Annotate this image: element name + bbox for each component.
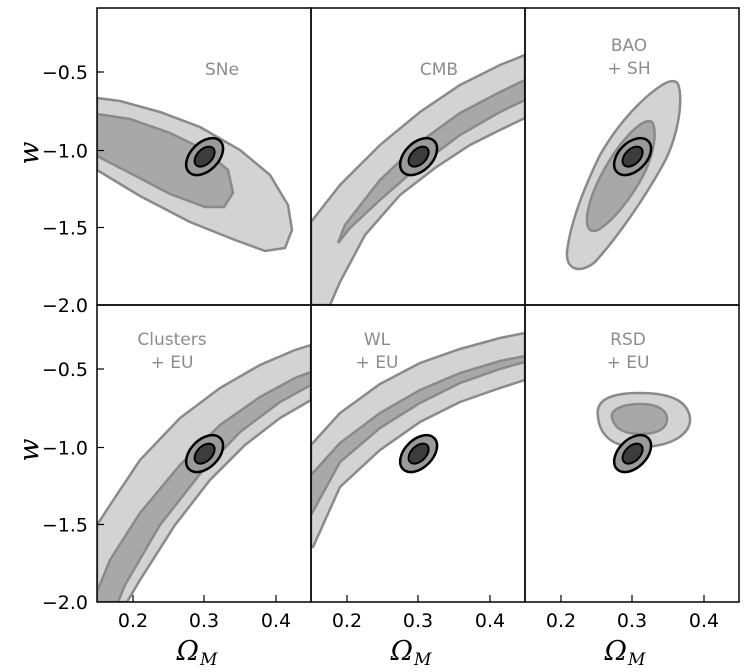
xlabel-panel-2: Ω M	[390, 636, 432, 670]
sne-fiducial	[184, 136, 225, 177]
clusters-fiducial	[184, 433, 225, 474]
xtick-label-2-2: 0.4	[475, 610, 505, 632]
panel-cmb	[311, 53, 525, 305]
xtick-label-3-0: 0.2	[546, 610, 576, 632]
xlabel-panel-3: Ω M	[604, 636, 646, 670]
ylabel-top: w	[14, 141, 45, 164]
xtick-label-1-2: 0.4	[261, 610, 291, 632]
clusters-inner-contour	[97, 370, 311, 602]
xlabel-panel-1: Ω M	[176, 636, 218, 670]
ytick-label-bot-0: −0.5	[42, 359, 88, 381]
wl-fiducial	[398, 433, 439, 474]
label-rsd-line2: + EU	[607, 353, 650, 373]
panel-clusters	[97, 343, 311, 602]
ytick-label-top-0: −0.5	[42, 62, 88, 84]
wl-inner-contour	[311, 354, 525, 516]
label-cmb: CMB	[420, 60, 458, 80]
ylabel-bottom: w	[14, 438, 45, 461]
xtick-label-2-1: 0.3	[403, 610, 433, 632]
label-wl-line2: + EU	[356, 353, 399, 373]
xtick-label-1-1: 0.3	[189, 610, 219, 632]
ytick-label-bot-2: −1.5	[42, 515, 88, 537]
xlabel-3-sub: M	[627, 650, 646, 670]
xtick-label-3-2: 0.4	[689, 610, 719, 632]
label-bao-line2: + SH	[607, 59, 650, 79]
label-wl-line1: WL	[364, 330, 391, 350]
ytick-label-top-2: −1.5	[42, 218, 88, 240]
cmb-fiducial-1sigma	[407, 145, 430, 168]
rsd-fiducial-1sigma	[621, 442, 644, 465]
ytick-label-top-3: −2.0	[42, 295, 88, 317]
sne-inner-contour	[97, 112, 235, 209]
xlabel-1-main: Ω	[176, 636, 199, 667]
label-rsd-line1: RSD	[610, 330, 646, 350]
panel-bao	[565, 79, 682, 271]
cmb-fiducial	[398, 136, 439, 177]
cmb-inner-contour	[336, 78, 525, 244]
label-sne: SNe	[205, 60, 239, 80]
panel-frames	[96, 7, 740, 603]
xtick-label-1-0: 0.2	[118, 610, 148, 632]
bao-fiducial-1sigma	[621, 145, 644, 168]
clusters-fiducial-1sigma	[193, 442, 216, 465]
xlabel-3-main: Ω	[604, 636, 627, 667]
xlabel-2-sub: M	[413, 650, 432, 670]
label-clusters-line2: + EU	[151, 353, 194, 373]
panel-rsd	[596, 391, 692, 474]
panel-wl	[311, 331, 525, 549]
cmb-outer-contour	[311, 53, 525, 305]
xlabel-2-main: Ω	[390, 636, 413, 667]
tick-marks	[97, 71, 705, 602]
xtick-label-2-0: 0.2	[332, 610, 362, 632]
ytick-label-bot-3: −2.0	[42, 592, 88, 614]
rsd-inner-contour	[610, 402, 669, 436]
ytick-label-top-1: −1.0	[42, 141, 88, 163]
rsd-fiducial	[612, 433, 653, 474]
xlabel-1-sub: M	[199, 650, 218, 670]
panel-sne	[97, 96, 294, 253]
label-clusters-line1: Clusters	[137, 330, 206, 350]
wl-outer-contour	[311, 331, 525, 549]
bao-fiducial	[612, 136, 653, 177]
ytick-label-bot-1: −1.0	[42, 438, 88, 460]
xtick-label-3-1: 0.3	[617, 610, 647, 632]
sne-fiducial-1sigma	[193, 145, 216, 168]
label-bao-line1: BAO	[611, 36, 647, 56]
